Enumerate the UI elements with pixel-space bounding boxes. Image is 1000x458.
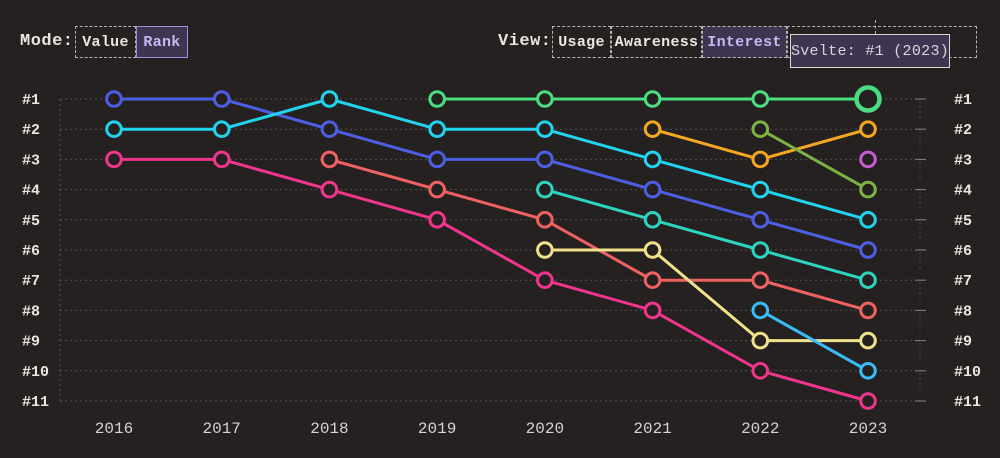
svg-text:2018: 2018 <box>310 420 348 438</box>
svg-text:#10: #10 <box>22 364 49 381</box>
svg-text:#3: #3 <box>22 152 40 169</box>
svg-text:2017: 2017 <box>203 420 241 438</box>
svg-text:#8: #8 <box>954 303 972 320</box>
svg-text:#9: #9 <box>22 334 40 351</box>
svg-text:#2: #2 <box>954 122 972 139</box>
svg-text:#1: #1 <box>22 92 40 109</box>
svg-text:#4: #4 <box>954 183 972 200</box>
svg-text:#4: #4 <box>22 183 40 200</box>
svg-text:#5: #5 <box>22 213 40 230</box>
svg-text:2021: 2021 <box>633 420 671 438</box>
svg-text:2016: 2016 <box>95 420 133 438</box>
svg-text:#2: #2 <box>22 122 40 139</box>
svg-text:#1: #1 <box>954 92 972 109</box>
svg-text:#3: #3 <box>954 152 972 169</box>
svg-text:#6: #6 <box>954 243 972 260</box>
svg-text:2022: 2022 <box>741 420 779 438</box>
svg-text:2023: 2023 <box>849 420 887 438</box>
svg-text:#7: #7 <box>954 273 972 290</box>
svg-text:#10: #10 <box>954 364 981 381</box>
svg-text:#7: #7 <box>22 273 40 290</box>
svg-text:#11: #11 <box>954 394 981 411</box>
svg-text:2020: 2020 <box>526 420 564 438</box>
svg-text:#11: #11 <box>22 394 49 411</box>
svg-text:2019: 2019 <box>418 420 456 438</box>
svg-text:#8: #8 <box>22 303 40 320</box>
svg-text:#6: #6 <box>22 243 40 260</box>
svg-text:#5: #5 <box>954 213 972 230</box>
svg-text:#9: #9 <box>954 334 972 351</box>
